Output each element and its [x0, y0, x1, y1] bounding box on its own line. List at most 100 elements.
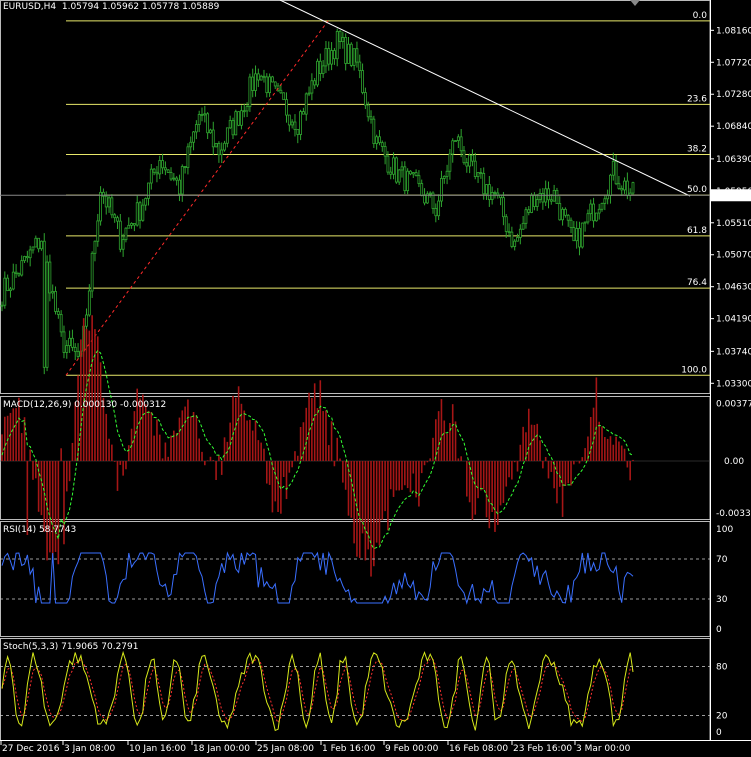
- candle-body: [141, 204, 145, 221]
- candle: [259, 74, 263, 81]
- current-price-label: 1.05889: [715, 191, 751, 201]
- candle: [527, 206, 531, 216]
- candle-body: [378, 136, 381, 144]
- candle: [597, 203, 601, 220]
- candle-body: [606, 195, 610, 200]
- candle-body: [259, 75, 263, 81]
- candle: [189, 136, 193, 154]
- candle-body: [28, 249, 32, 259]
- candle-body: [169, 172, 173, 180]
- candle-body: [459, 136, 463, 152]
- candle-body: [135, 202, 139, 226]
- candle: [166, 169, 170, 173]
- candle-body: [178, 179, 181, 195]
- candle-body: [62, 331, 66, 353]
- candle-body: [240, 110, 243, 126]
- candle: [569, 217, 573, 234]
- candle-body: [389, 171, 393, 175]
- candle: [358, 54, 362, 79]
- candle: [107, 195, 111, 213]
- candle: [594, 212, 598, 222]
- candle-body: [307, 92, 311, 95]
- candle-body: [335, 31, 339, 60]
- candle: [479, 168, 483, 179]
- candle-body: [561, 208, 564, 221]
- candle: [383, 141, 387, 165]
- fib-level-label: 0.0: [693, 11, 708, 21]
- trend-line: [279, 0, 691, 197]
- candle-body: [161, 160, 164, 169]
- date-label: 10 Jan 16:00: [129, 744, 186, 754]
- candle-body: [262, 75, 266, 78]
- candle-body: [9, 288, 12, 291]
- candle-body: [25, 256, 29, 259]
- candle: [563, 207, 567, 218]
- candle-body: [231, 120, 235, 136]
- candle-body: [578, 228, 581, 248]
- candle-body: [569, 219, 573, 229]
- candle-body: [341, 37, 345, 42]
- candle: [96, 213, 100, 247]
- candle-body: [163, 167, 167, 171]
- candle: [87, 284, 91, 317]
- candle-body: [352, 48, 356, 66]
- candle-body: [65, 345, 69, 353]
- candle-body: [431, 192, 435, 209]
- candle-body: [597, 208, 601, 214]
- candle: [318, 53, 322, 82]
- date-label: 16 Feb 08:00: [449, 744, 508, 754]
- candle-body: [166, 169, 170, 173]
- candle: [454, 140, 457, 142]
- candle-body: [118, 220, 122, 250]
- candle: [355, 41, 359, 68]
- candle-body: [471, 154, 474, 162]
- candle-body: [304, 93, 308, 115]
- candle-body: [423, 195, 426, 204]
- candle: [327, 41, 331, 71]
- candle: [521, 216, 525, 230]
- candle: [169, 167, 173, 181]
- macd-level-label: 0.00: [724, 457, 744, 467]
- scroll-marker-icon: [630, 0, 640, 6]
- candle-body: [242, 110, 246, 113]
- candle-body: [225, 127, 229, 144]
- candle-body: [456, 136, 460, 141]
- candle: [25, 250, 29, 263]
- candle-body: [411, 172, 415, 175]
- macd-histogram: [1, 315, 634, 577]
- candle-body: [445, 170, 449, 177]
- candle-body: [580, 222, 584, 248]
- candle: [428, 191, 432, 198]
- candle: [499, 194, 503, 206]
- candle: [217, 141, 221, 163]
- candle-body: [68, 337, 72, 347]
- candle-body: [338, 31, 342, 42]
- candle: [400, 161, 404, 178]
- candle: [397, 168, 401, 185]
- candle-body: [14, 271, 18, 274]
- candle-body: [533, 194, 536, 207]
- candle: [132, 223, 136, 232]
- price-label: 1.07280: [716, 90, 751, 100]
- candle-body: [220, 149, 224, 156]
- candle-body: [380, 142, 384, 147]
- candle-body: [206, 113, 210, 134]
- candle: [135, 194, 139, 227]
- candle-body: [563, 208, 567, 216]
- candle: [192, 130, 195, 151]
- candle-body: [473, 160, 477, 177]
- candle: [589, 199, 593, 221]
- candle-body: [372, 118, 376, 144]
- candle: [17, 272, 21, 277]
- candle: [54, 286, 57, 315]
- candle: [14, 264, 18, 278]
- candle-body: [392, 157, 395, 175]
- candle: [316, 58, 319, 88]
- fib-level-label: 23.6: [687, 94, 707, 104]
- candle: [245, 102, 249, 118]
- price-label: 1.03300: [716, 379, 751, 389]
- candle: [524, 207, 528, 229]
- candle-body: [465, 162, 469, 167]
